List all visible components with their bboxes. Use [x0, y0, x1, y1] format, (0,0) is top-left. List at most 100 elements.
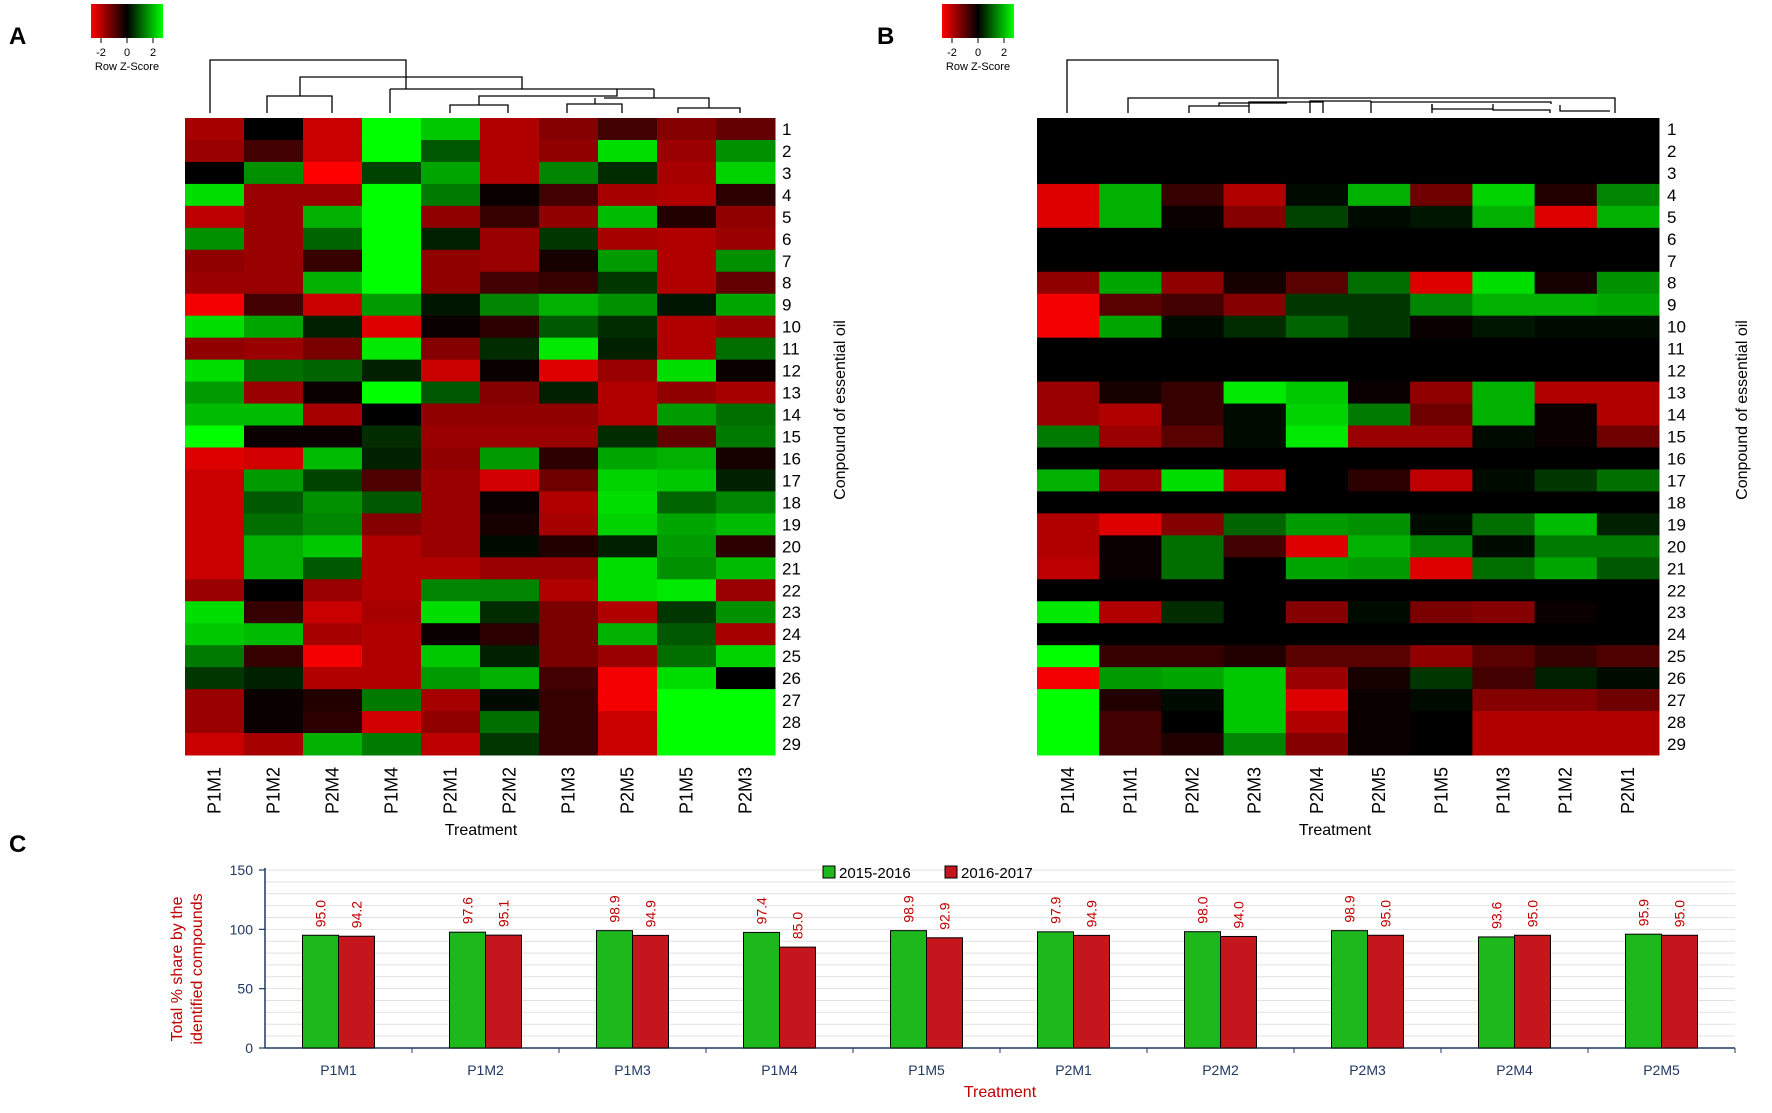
heatmap-b: 1234567891011121314151617181920212223242…	[1037, 118, 1686, 814]
heatmap-cell	[598, 491, 658, 514]
heatmap-cell	[657, 711, 717, 734]
x-tick-label: P1M3	[614, 1062, 651, 1078]
heatmap-cell	[1534, 667, 1598, 690]
heatmap-cell	[244, 293, 304, 317]
legend-label: 2016-2017	[961, 865, 1033, 882]
heatmap-cell	[1037, 425, 1100, 448]
heatmap-cell	[539, 293, 599, 317]
heatmap-cell	[1410, 645, 1473, 668]
heatmap-cell	[1410, 227, 1473, 251]
heatmap-cell	[598, 425, 658, 448]
heatmap-cell	[244, 711, 304, 734]
heatmap-b-ylabel: Conpound of essential oil	[1734, 320, 1751, 500]
heatmap-cell	[1348, 183, 1411, 207]
heatmap-cell	[1534, 359, 1598, 383]
panel-label-a: A	[9, 23, 26, 50]
color-key-tick-label: -2	[96, 47, 106, 59]
heatmap-cell	[303, 491, 363, 514]
heatmap-cell	[362, 711, 422, 734]
row-label: 5	[782, 208, 791, 227]
heatmap-cell	[1534, 711, 1598, 734]
bar	[1625, 933, 1662, 1049]
panel-label-c: C	[9, 831, 26, 858]
bar	[890, 930, 927, 1049]
bar	[449, 931, 486, 1049]
heatmap-cell	[1534, 403, 1598, 427]
heatmap-cell	[716, 249, 776, 273]
heatmap-cell	[1410, 469, 1473, 492]
heatmap-cell	[1410, 161, 1473, 185]
heatmap-cell	[421, 667, 481, 690]
heatmap-cell	[1534, 601, 1598, 624]
heatmap-cell	[1037, 623, 1100, 646]
heatmap-cell	[303, 161, 363, 185]
heatmap-cell	[539, 337, 599, 361]
heatmap-cell	[539, 205, 599, 229]
heatmap-cell	[1472, 183, 1536, 207]
data-label: 95.0	[1525, 900, 1541, 927]
color-key-tick-label: -2	[947, 47, 957, 59]
heatmap-cell	[362, 315, 422, 339]
heatmap-cell	[1285, 579, 1349, 602]
x-tick-label: P2M1	[1055, 1062, 1092, 1078]
heatmap-cell	[1285, 711, 1349, 734]
heatmap-cell	[303, 513, 363, 536]
heatmap-cell	[1285, 271, 1349, 295]
column-label: P1M1	[205, 767, 225, 814]
heatmap-cell	[1037, 227, 1100, 251]
heatmap-cell	[598, 161, 658, 185]
data-label: 94.0	[1231, 901, 1247, 928]
heatmap-cell	[480, 733, 540, 756]
column-label: P1M4	[1058, 767, 1078, 814]
heatmap-cell	[1161, 733, 1225, 756]
heatmap-cell	[1410, 359, 1473, 383]
heatmap-cell	[185, 293, 245, 317]
column-label: P2M4	[323, 767, 343, 814]
heatmap-cell	[480, 271, 540, 295]
x-tick-label: P1M1	[320, 1062, 357, 1078]
column-label: P1M2	[1556, 767, 1576, 814]
row-label: 21	[1667, 559, 1686, 578]
heatmap-cell	[1410, 205, 1473, 229]
heatmap-cell	[244, 205, 304, 229]
bar-chart-ylabel-line: identified compounds	[189, 893, 206, 1044]
bar	[1184, 931, 1221, 1049]
heatmap-cell	[1472, 579, 1536, 602]
heatmap-cell	[1285, 293, 1349, 317]
row-label: 28	[782, 713, 801, 732]
heatmap-cell	[1285, 337, 1349, 361]
heatmap-cell	[1099, 381, 1162, 405]
heatmap-cell	[480, 469, 540, 492]
heatmap-cell	[1099, 403, 1162, 427]
heatmap-cell	[598, 623, 658, 646]
heatmap-cell	[1223, 337, 1287, 361]
heatmap-cell	[1534, 645, 1598, 668]
heatmap-cell	[1348, 227, 1411, 251]
heatmap-cell	[1534, 535, 1598, 558]
heatmap-cell	[185, 118, 245, 141]
heatmap-cell	[1099, 645, 1162, 668]
heatmap-cell	[716, 403, 776, 427]
heatmap-cell	[1223, 403, 1287, 427]
row-label: 15	[782, 428, 801, 447]
heatmap-cell	[1596, 491, 1660, 514]
heatmap-cell	[421, 711, 481, 734]
heatmap-cell	[421, 183, 481, 207]
heatmap-cell	[1348, 293, 1411, 317]
bar	[743, 931, 780, 1049]
heatmap-cell	[1161, 557, 1225, 580]
heatmap-cell	[1472, 667, 1536, 690]
heatmap-cell	[598, 359, 658, 383]
heatmap-cell	[1534, 337, 1598, 361]
heatmap-cell	[1223, 733, 1287, 756]
heatmap-cell	[1534, 689, 1598, 712]
heatmap-cell	[539, 183, 599, 207]
heatmap-cell	[1223, 645, 1287, 668]
heatmap-cell	[185, 249, 245, 273]
heatmap-cell	[1472, 139, 1536, 163]
heatmap-cell	[598, 513, 658, 536]
heatmap-cell	[1410, 118, 1473, 141]
heatmap-cell	[1596, 227, 1660, 251]
heatmap-cell	[1596, 118, 1660, 141]
heatmap-cell	[1596, 469, 1660, 492]
